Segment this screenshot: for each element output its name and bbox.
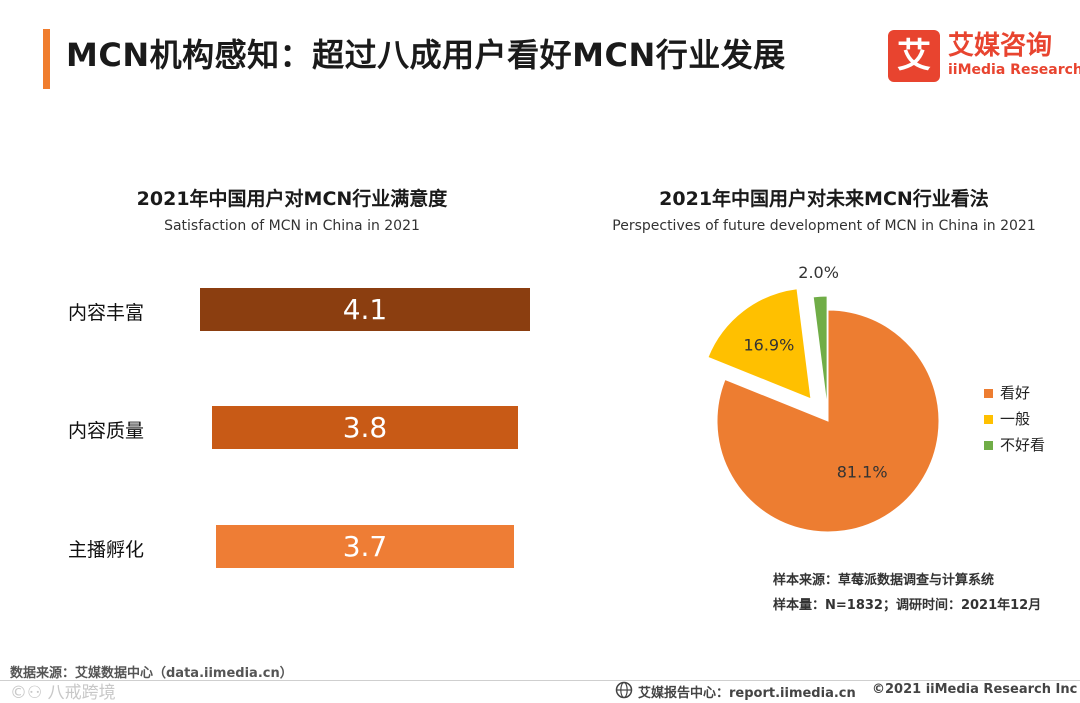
legend-label: 不好看 — [1000, 436, 1046, 454]
logo-chinese-name: 艾媒咨询 — [948, 31, 1053, 61]
page-title: MCN机构感知：超过八成用户看好MCN行业发展 — [66, 36, 786, 74]
copyright: ©2021 iiMedia Research Inc — [872, 682, 1078, 697]
pie-chart-subtitle: Perspectives of future development of MC… — [612, 218, 1036, 234]
pie-slice — [707, 288, 812, 400]
bar-mark: 3.7 — [216, 525, 514, 568]
sample-source: 样本来源：草莓派数据调查与计算系统 — [773, 573, 995, 588]
pie-data-label: 81.1% — [837, 463, 888, 482]
footer-divider — [0, 680, 1080, 681]
watermark: ©⚇ 八戒跨境 — [10, 683, 116, 703]
bar-chart-subtitle: Satisfaction of MCN in China in 2021 — [164, 218, 420, 234]
pie-data-label: 2.0% — [798, 263, 839, 282]
brand-logo: 艾 艾媒咨询 iiMedia Research — [888, 30, 1080, 82]
pie-chart-title: 2021年中国用户对未来MCN行业看法 — [659, 188, 989, 210]
pie-slice — [716, 309, 940, 533]
report-center-link[interactable]: 艾媒报告中心：report.iimedia.cn — [638, 686, 856, 701]
data-source-note: 数据来源：艾媒数据中心（data.iimedia.cn） — [10, 666, 293, 681]
bar-mark: 4.1 — [199, 288, 531, 331]
legend-swatch — [984, 441, 993, 450]
pie-slice — [812, 295, 828, 408]
legend-swatch — [984, 415, 993, 424]
legend-label: 看好 — [1000, 384, 1031, 402]
legend-swatch — [984, 389, 993, 398]
logo-mark: 艾 — [888, 30, 940, 82]
bar-category-label: 内容丰富 — [68, 302, 145, 324]
title-accent-bar — [43, 29, 50, 89]
bar-chart-title: 2021年中国用户对MCN行业满意度 — [136, 188, 448, 210]
globe-icon — [615, 681, 633, 699]
sample-size: 样本量：N=1832；调研时间：2021年12月 — [773, 598, 1042, 613]
bar-mark: 3.8 — [212, 406, 518, 449]
logo-english-name: iiMedia Research — [948, 62, 1080, 78]
pie-data-label: 16.9% — [743, 335, 794, 354]
legend-label: 一般 — [1000, 410, 1031, 428]
bar-category-label: 主播孵化 — [68, 539, 145, 561]
bar-category-label: 内容质量 — [68, 420, 145, 442]
